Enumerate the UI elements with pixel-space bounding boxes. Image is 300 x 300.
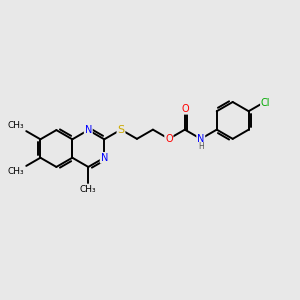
Text: O: O bbox=[165, 134, 173, 144]
Text: CH₃: CH₃ bbox=[7, 167, 24, 176]
Text: H: H bbox=[198, 142, 204, 152]
Text: S: S bbox=[117, 124, 124, 135]
Text: Cl: Cl bbox=[261, 98, 270, 109]
Text: CH₃: CH₃ bbox=[80, 185, 97, 194]
Text: N: N bbox=[85, 125, 92, 135]
Text: N: N bbox=[197, 134, 205, 144]
Text: O: O bbox=[181, 104, 189, 114]
Text: CH₃: CH₃ bbox=[7, 121, 24, 130]
Text: N: N bbox=[100, 153, 108, 163]
